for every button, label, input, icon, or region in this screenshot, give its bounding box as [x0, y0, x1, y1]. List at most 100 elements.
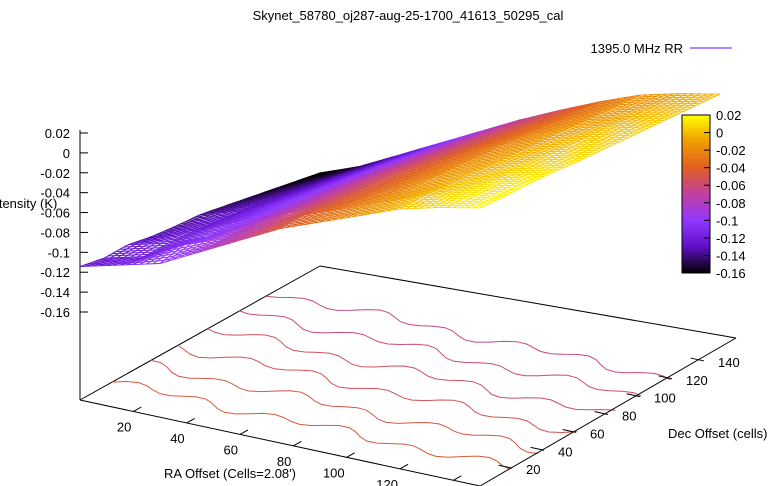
mesh-segment: [281, 186, 286, 190]
mesh-segment: [134, 252, 139, 256]
mesh-segment: [146, 238, 151, 241]
mesh-segment: [229, 205, 234, 209]
mesh-segment: [99, 263, 105, 267]
mesh-segment: [297, 181, 302, 184]
mesh-segment: [262, 192, 267, 195]
mesh-segment: [278, 186, 283, 189]
mesh-segment: [247, 200, 253, 204]
mesh-segment: [295, 179, 301, 182]
mesh-segment: [146, 245, 151, 249]
mesh-segment: [122, 248, 127, 252]
mesh-segment: [303, 180, 309, 183]
mesh-segment: [221, 208, 226, 212]
mesh-segment: [319, 174, 325, 178]
mesh-segment: [115, 248, 121, 252]
mesh-segment: [154, 235, 159, 238]
mesh-segment: [190, 219, 195, 223]
mesh-segment: [295, 183, 301, 186]
mesh-segment: [163, 229, 169, 232]
mesh-segment: [309, 177, 314, 180]
mesh-segment: [110, 262, 115, 265]
mesh-segment: [107, 253, 113, 257]
mesh-segment: [307, 178, 313, 182]
mesh-segment: [141, 242, 146, 245]
mesh-segment: [169, 230, 174, 234]
mesh-segment: [298, 179, 303, 183]
mesh-segment: [151, 240, 157, 243]
mesh-segment: [331, 170, 337, 173]
mesh-segment: [137, 243, 142, 247]
mesh-segment: [311, 177, 317, 180]
mesh-segment: [261, 194, 266, 197]
mesh-segment: [162, 231, 167, 235]
mesh-segment: [283, 183, 289, 186]
mesh-segment: [123, 244, 129, 248]
mesh-segment: [237, 202, 242, 206]
mesh-segment: [257, 195, 262, 199]
mesh-segment: [182, 222, 187, 226]
mesh-segment: [270, 189, 275, 192]
mesh-segment: [322, 171, 327, 174]
mesh-segment: [218, 207, 223, 211]
mesh-segment: [214, 209, 219, 212]
mesh-segment: [94, 261, 99, 264]
mesh-segment: [97, 262, 102, 266]
mesh-segment: [269, 191, 274, 194]
mesh-segment: [153, 237, 158, 241]
mesh-segment: [157, 236, 162, 239]
mesh-segment: [226, 205, 231, 208]
mesh-segment: [98, 260, 103, 263]
mesh-segment: [209, 213, 214, 216]
mesh-segment: [121, 252, 126, 256]
mesh-segment: [139, 238, 145, 242]
mesh-segment: [158, 233, 163, 237]
mesh-segment: [315, 172, 321, 175]
mesh-segment: [119, 256, 125, 260]
mesh-segment: [207, 210, 213, 213]
mesh-segment: [311, 173, 317, 177]
mesh-segment: [238, 200, 243, 204]
mesh-segment: [222, 206, 227, 209]
mesh-segment: [159, 230, 165, 234]
contour-line: [239, 310, 642, 397]
contour-line: [177, 344, 578, 434]
mesh-segment: [231, 206, 237, 209]
mesh-segment: [307, 175, 313, 178]
mesh-segment: [250, 196, 255, 199]
mesh-segment: [105, 259, 110, 263]
mesh-segment: [227, 203, 233, 206]
mesh-segment: [167, 233, 173, 237]
mesh-segment: [79, 264, 85, 267]
mesh-segment: [299, 178, 305, 181]
mesh-segment: [293, 182, 298, 186]
mesh-segment: [90, 263, 95, 266]
mesh-segment: [254, 195, 259, 198]
mesh-segment: [246, 198, 251, 201]
mesh-segment: [290, 182, 295, 185]
mesh-segment: [101, 261, 106, 264]
mesh-segment: [134, 242, 139, 245]
mesh-segment: [178, 224, 183, 228]
base-contours: [111, 295, 671, 470]
mesh-segment: [195, 214, 201, 218]
mesh-segment: [211, 208, 217, 211]
mesh-segment: [181, 225, 186, 229]
mesh-segment: [239, 203, 245, 206]
mesh-segment: [287, 185, 293, 189]
mesh-segment: [185, 224, 190, 227]
mesh-segment: [199, 212, 205, 216]
mesh-segment: [109, 258, 114, 261]
mesh-segment: [271, 187, 277, 191]
mesh-segment: [202, 213, 207, 217]
mesh-segment: [173, 229, 178, 232]
mesh-segment: [147, 241, 153, 245]
mesh-segment: [142, 239, 147, 243]
mesh-segment: [194, 217, 199, 221]
mesh-segment: [321, 173, 326, 176]
mesh-segment: [286, 183, 291, 187]
mesh-segment: [161, 234, 166, 237]
mesh-segment: [155, 238, 161, 242]
mesh-segment: [198, 215, 203, 219]
mesh-segment: [251, 194, 257, 198]
